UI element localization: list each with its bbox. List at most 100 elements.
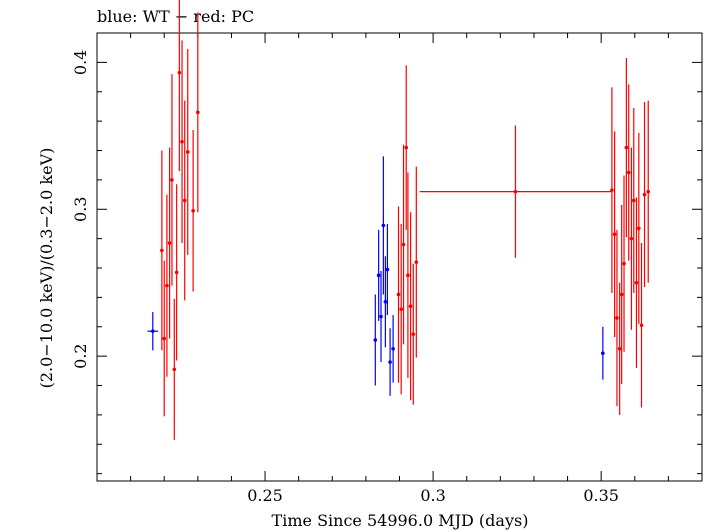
data-point-pc xyxy=(180,40,184,244)
y-axis-label: (2.0−10.0 keV)/(0.3−2.0 keV) xyxy=(37,148,56,389)
point-marker xyxy=(376,273,381,278)
data-point-pc xyxy=(170,74,174,286)
data-point-pc xyxy=(160,150,164,351)
data-point-pc xyxy=(177,0,182,172)
point-marker xyxy=(172,367,177,372)
x-tick-labels: 0.25 0.3 0.35 xyxy=(247,486,619,505)
point-marker xyxy=(165,283,169,288)
data-point-pc xyxy=(631,107,636,293)
point-marker xyxy=(642,192,647,197)
point-marker xyxy=(639,323,644,328)
x-tick-label: 0.35 xyxy=(583,486,619,505)
x-axis-label: Time Since 54996.0 MJD (days) xyxy=(272,511,529,530)
axis-ticks xyxy=(97,33,702,481)
data-point-pc xyxy=(414,166,419,358)
point-marker xyxy=(182,198,187,203)
point-marker xyxy=(177,70,182,75)
point-marker xyxy=(624,145,629,150)
point-marker xyxy=(513,189,518,194)
data-point-pc xyxy=(629,147,634,330)
x-tick-label: 0.3 xyxy=(420,486,445,505)
data-point-pc xyxy=(406,172,410,379)
point-marker xyxy=(617,347,622,351)
data-point-wt xyxy=(388,328,392,396)
data-point-wt xyxy=(147,312,159,351)
point-marker xyxy=(167,241,172,245)
point-marker xyxy=(174,270,179,275)
point-marker xyxy=(601,351,605,356)
data-point-pc xyxy=(619,204,624,385)
point-marker xyxy=(634,280,639,285)
data-point-pc xyxy=(404,65,409,230)
data-point-pc xyxy=(634,197,639,368)
y-tick-label: 0.4 xyxy=(71,50,90,75)
point-marker xyxy=(385,267,390,272)
point-marker xyxy=(396,292,401,297)
point-marker xyxy=(180,139,184,144)
data-point-pc xyxy=(196,12,200,213)
point-marker xyxy=(191,208,195,213)
data-point-wt xyxy=(379,270,383,363)
data-point-wt xyxy=(373,294,378,386)
y-tick-labels: 0.2 0.3 0.4 xyxy=(71,50,90,369)
point-marker xyxy=(631,198,636,203)
point-marker xyxy=(612,232,617,237)
data-point-pc xyxy=(162,260,167,417)
y-tick-label: 0.2 xyxy=(71,343,90,368)
data-point-pc xyxy=(624,57,629,238)
data-point-wt xyxy=(601,326,605,380)
point-marker xyxy=(391,347,395,351)
point-marker xyxy=(404,145,409,150)
data-point-wt xyxy=(381,156,386,295)
data-point-pc xyxy=(639,243,644,408)
data-point-pc xyxy=(642,102,647,288)
data-point-pc xyxy=(182,100,187,301)
data-point-pc xyxy=(399,223,403,395)
point-marker xyxy=(185,150,190,154)
point-marker xyxy=(637,226,641,231)
data-point-pc xyxy=(646,100,651,283)
data-point-pc xyxy=(617,282,622,415)
point-marker xyxy=(610,188,614,192)
point-marker xyxy=(150,329,155,333)
data-point-pc xyxy=(615,229,619,407)
point-marker xyxy=(401,242,406,247)
data-point-pc xyxy=(411,263,416,405)
point-marker xyxy=(646,189,651,194)
data-point-pc xyxy=(612,131,617,338)
data-point-wt xyxy=(383,256,388,348)
x-tick-label: 0.25 xyxy=(247,486,283,505)
data-point-pc xyxy=(637,132,641,324)
point-marker xyxy=(162,336,167,341)
data-point-wt xyxy=(376,229,381,321)
point-marker xyxy=(629,236,634,241)
data-point-pc xyxy=(191,129,195,292)
point-marker xyxy=(170,178,174,182)
data-point-pc xyxy=(172,298,177,440)
data-point-pc xyxy=(185,49,190,255)
point-marker xyxy=(408,304,413,309)
y-tick-label: 0.3 xyxy=(71,197,90,222)
point-marker xyxy=(615,316,619,320)
data-point-pc xyxy=(167,147,172,339)
point-marker xyxy=(383,300,388,304)
point-marker xyxy=(196,110,200,115)
data-point-pc xyxy=(174,184,179,361)
chart-title: blue: WT − red: PC xyxy=(97,7,254,26)
point-marker xyxy=(160,248,164,253)
point-marker xyxy=(622,261,626,266)
point-marker xyxy=(388,360,392,364)
data-point-wt xyxy=(391,315,395,383)
point-marker xyxy=(626,170,631,175)
point-marker xyxy=(619,292,624,297)
point-marker xyxy=(373,338,378,342)
data-point-pc xyxy=(419,125,612,258)
data-point-pc xyxy=(401,144,406,345)
data-point-pc xyxy=(408,212,413,401)
data-point-wt xyxy=(385,223,390,316)
data-point-pc xyxy=(622,175,626,352)
point-marker xyxy=(411,332,416,336)
data-point-pc xyxy=(396,206,401,383)
point-marker xyxy=(379,314,383,319)
